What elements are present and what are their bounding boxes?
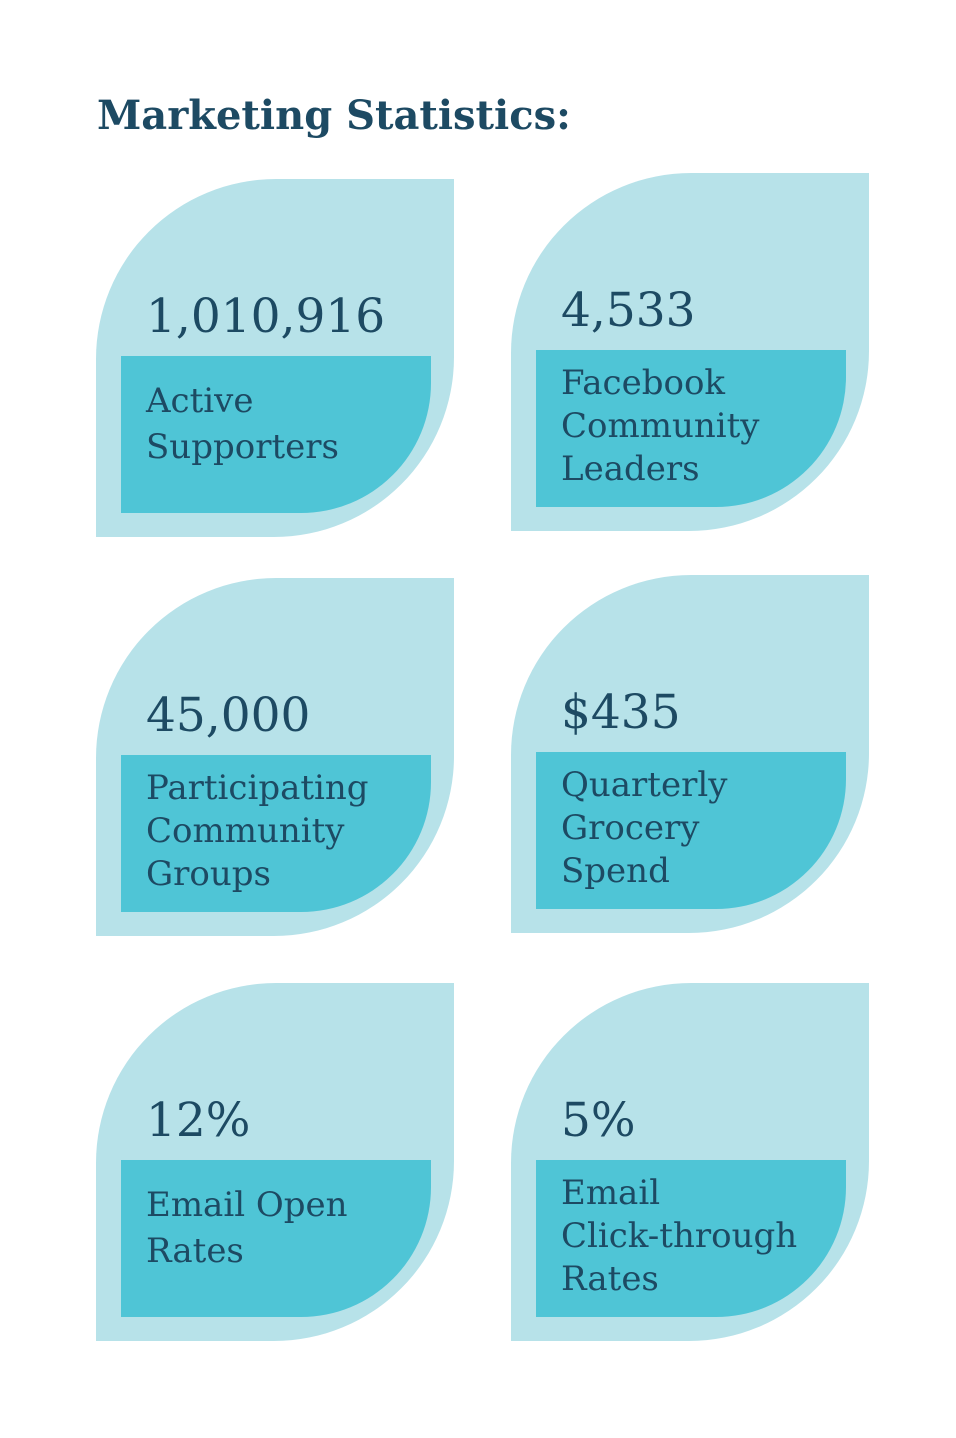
stat-label-line: Supporters <box>146 427 339 467</box>
stat-label-line: Rates <box>561 1259 659 1299</box>
stat-card-quarterly-grocery-spend: $435 Quarterly Grocery Spend <box>511 575 869 933</box>
stat-value: $435 <box>561 685 681 740</box>
stat-label-box: Quarterly Grocery Spend <box>536 752 846 909</box>
stat-value: 12% <box>146 1093 251 1148</box>
stat-label-box: Active Supporters <box>121 356 431 513</box>
page-title: Marketing Statistics: <box>97 92 571 139</box>
stat-value: 4,533 <box>561 283 696 338</box>
stat-label-line: Leaders <box>561 449 700 489</box>
stat-card-email-open-rates: 12% Email Open Rates <box>96 983 454 1341</box>
stat-card-email-click-through-rates: 5% Email Click-through Rates <box>511 983 869 1341</box>
stat-label-box: Email Open Rates <box>121 1160 431 1317</box>
stat-label-line: Click-through <box>561 1216 798 1256</box>
stat-label-box: Email Click-through Rates <box>536 1160 846 1317</box>
stat-label-line: Spend <box>561 851 670 891</box>
stat-label-line: Groups <box>146 854 271 894</box>
stat-label-line: Active <box>146 381 254 421</box>
stat-label-line: Community <box>146 811 345 851</box>
stat-card-participating-community-groups: 45,000 Participating Community Groups <box>96 578 454 936</box>
stat-label-line: Rates <box>146 1231 244 1271</box>
stat-value: 45,000 <box>146 688 311 743</box>
stat-label-line: Quarterly <box>561 765 728 805</box>
stat-label-line: Email <box>561 1173 661 1213</box>
stat-value: 1,010,916 <box>146 289 386 344</box>
stat-label-box: Facebook Community Leaders <box>536 350 846 507</box>
stat-label-line: Community <box>561 406 760 446</box>
stat-card-active-supporters: 1,010,916 Active Supporters <box>96 179 454 537</box>
stat-label-box: Participating Community Groups <box>121 755 431 912</box>
stat-card-facebook-community-leaders: 4,533 Facebook Community Leaders <box>511 173 869 531</box>
stat-value: 5% <box>561 1093 636 1148</box>
stat-label-line: Email Open <box>146 1185 348 1225</box>
stat-label-line: Participating <box>146 768 369 808</box>
stat-label-line: Facebook <box>561 363 726 403</box>
stat-label-line: Grocery <box>561 808 700 848</box>
